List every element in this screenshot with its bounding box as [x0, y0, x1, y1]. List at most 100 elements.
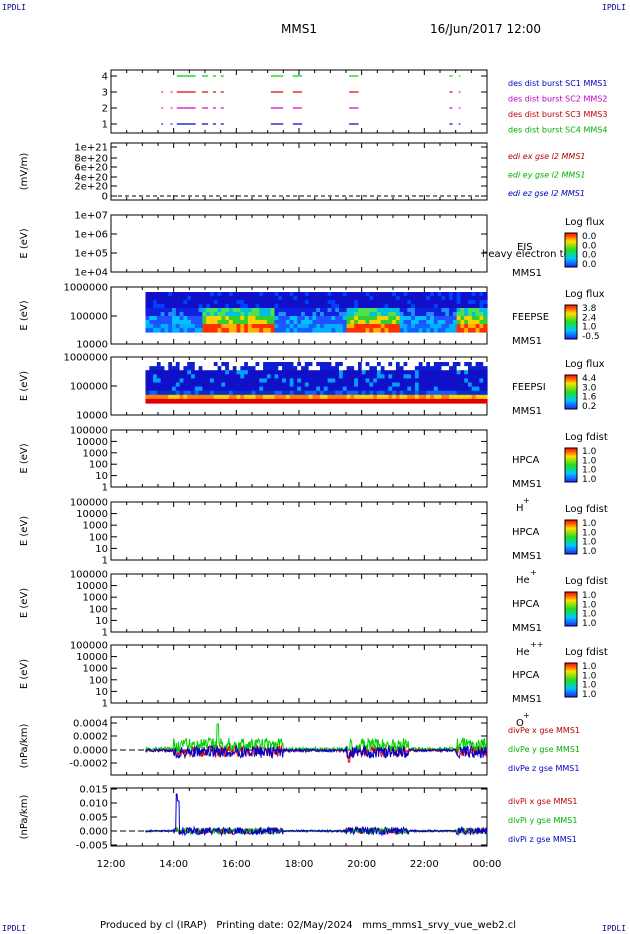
feepsi-cell — [339, 386, 344, 392]
feepse-cell — [206, 312, 211, 317]
feepsi-cell — [244, 366, 249, 371]
feepse-cell — [221, 316, 226, 321]
feepsi-cell — [430, 394, 435, 400]
feepse-cell — [198, 304, 203, 309]
feepse-cell — [437, 296, 443, 301]
feepse-cell — [301, 328, 306, 333]
feepsi-cell — [183, 378, 188, 384]
feepse-cell — [445, 292, 450, 297]
feepsi-cell — [282, 370, 287, 375]
feepse-cell — [392, 328, 397, 333]
feepse-cell — [350, 324, 355, 329]
feepsi-cell — [380, 362, 386, 367]
feepsi-cell — [228, 382, 234, 388]
feepsi-cell — [232, 382, 238, 388]
feepse-cell — [297, 316, 302, 321]
feepse-cell — [221, 320, 226, 325]
feepsi-cell — [301, 370, 306, 375]
feepsi-cell — [172, 394, 177, 400]
edi-ytick-label: 1e+21 — [74, 143, 108, 154]
feepsi-cell — [240, 390, 245, 396]
feepse-cell — [471, 300, 477, 305]
feepsi-cell — [278, 382, 283, 388]
feepse-cell — [247, 328, 253, 333]
feepse-cell — [198, 328, 203, 333]
feepse-cell — [399, 320, 405, 325]
feepse-ytick-label: 1000000 — [63, 283, 108, 294]
feepse-cell — [350, 320, 355, 325]
feepsi-cell — [278, 394, 283, 400]
feepsi-cell — [225, 390, 230, 396]
feepsi-cell — [365, 362, 370, 367]
feepse-cell — [232, 304, 238, 309]
feepse-cell — [149, 300, 154, 305]
feepsi-cell — [331, 394, 336, 400]
hpca_h-colorbar-tick: 1.0 — [582, 466, 597, 476]
feepsi-cell — [206, 366, 211, 371]
feepse-cell — [376, 320, 382, 325]
feepse-cell — [266, 328, 272, 333]
feepsi-cell — [460, 362, 465, 367]
feepse-cell — [179, 312, 185, 317]
feepsi-cell — [479, 398, 484, 404]
feepse-cell — [339, 292, 344, 297]
feepse-cell — [301, 300, 306, 305]
feepse-cell — [437, 328, 443, 333]
feepsi-cell — [244, 394, 249, 400]
feepsi-cell — [145, 390, 150, 396]
feepse-cell — [456, 328, 462, 333]
feepsi-cell — [479, 378, 484, 384]
feepse-cell — [168, 304, 173, 309]
feepsi-cell — [209, 386, 215, 392]
feepse-cell — [225, 296, 230, 301]
feepse-cell — [361, 304, 367, 309]
feepse-cell — [149, 292, 154, 297]
feepse-cell — [316, 300, 321, 305]
feepse-cell — [320, 300, 325, 305]
feepsi-cell — [312, 378, 317, 384]
feepsi-cell — [380, 386, 386, 392]
feepse-cell — [304, 320, 310, 325]
feepse-cell — [191, 312, 196, 317]
feepse-cell — [172, 292, 177, 297]
feepsi-cell — [244, 370, 249, 375]
feepse-cell — [384, 324, 389, 329]
feepsi-cell — [483, 398, 488, 404]
feepse-cell — [407, 296, 412, 301]
feepse-cell — [441, 312, 446, 317]
feepsi-ytick-label: 1000000 — [63, 353, 108, 364]
feepse-cell — [301, 316, 306, 321]
feepsi-cell — [247, 378, 253, 384]
feepse-cell — [407, 304, 412, 309]
feepse-cell — [255, 324, 260, 329]
feepsi-cell — [471, 390, 477, 396]
feepsi-cell — [323, 374, 329, 379]
feepse-spacecraft-label: MMS1 — [512, 336, 542, 347]
feepse-cell — [285, 328, 291, 333]
feepse-cell — [437, 320, 443, 325]
feepse-cell — [221, 328, 226, 333]
feepse-cell — [430, 312, 435, 317]
feepsi-cell — [327, 370, 333, 375]
feepse-cell — [327, 316, 333, 321]
feepsi-cell — [468, 378, 473, 384]
hpca_he2-colorbar-tick: 1.0 — [582, 619, 597, 629]
feepsi-cell — [475, 366, 481, 371]
feepsi-cell — [449, 366, 454, 371]
feepsi-cell — [183, 398, 188, 404]
feepsi-cell — [274, 382, 279, 388]
feepse-cell — [395, 324, 401, 329]
feepsi-cell — [228, 390, 234, 396]
hpca_he2-ytick-label: 1000 — [83, 593, 108, 604]
feepse-cell — [365, 308, 370, 313]
feepsi-cell — [430, 398, 435, 404]
feepsi-cell — [449, 374, 454, 379]
feepsi-cell — [244, 386, 249, 392]
feepsi-cell — [209, 394, 215, 400]
feepse-cell — [244, 312, 249, 317]
feepse-cell — [266, 296, 272, 301]
feepse-cell — [392, 324, 397, 329]
feepse-cell — [342, 296, 348, 301]
feepsi-cell — [289, 378, 295, 384]
feepsi-cell — [449, 394, 454, 400]
